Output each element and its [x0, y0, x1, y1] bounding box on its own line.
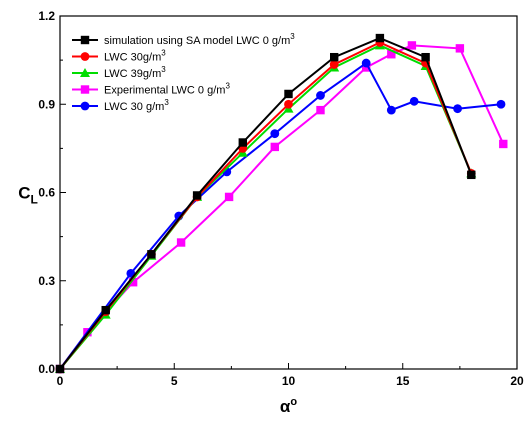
legend-marker: [80, 101, 90, 111]
data-point: [55, 364, 65, 374]
legend-entry: LWC 30 g/m3: [72, 98, 169, 113]
legend: simulation using SA model LWC 0 g/m3LWC …: [72, 32, 295, 113]
legend-entry: Experimental LWC 0 g/m3: [72, 82, 230, 97]
plot-area: [55, 15, 518, 374]
legend-label-main: LWC 39g/m: [104, 68, 161, 80]
y-tick-label: 0.0: [38, 362, 55, 376]
data-point: [361, 63, 371, 72]
legend-marker: [80, 35, 90, 45]
data-point: [270, 129, 280, 139]
data-point: [284, 99, 293, 109]
data-point: [329, 60, 339, 69]
legend-entry: LWC 39g/m3: [72, 65, 166, 80]
y-tick-label: 0.3: [38, 274, 55, 288]
data-point: [421, 52, 430, 62]
legend-label: LWC 30 g/m3: [104, 98, 169, 113]
data-point: [387, 50, 396, 59]
data-point: [128, 278, 138, 287]
data-point: [361, 58, 371, 68]
data-point: [176, 238, 186, 247]
data-point: [270, 142, 279, 152]
data-point: [407, 41, 417, 50]
legend-label-sup: 3: [161, 65, 166, 74]
x-tick-label: 10: [282, 374, 296, 388]
x-axis-label-main: α: [280, 397, 291, 416]
legend-label-sup: 3: [161, 49, 166, 58]
series-layer: [55, 33, 508, 374]
data-point: [496, 99, 506, 109]
data-point: [284, 89, 293, 99]
y-axis-label-sub: L: [30, 193, 37, 207]
legend-marker: [80, 68, 90, 77]
legend-label-main: LWC 30 g/m: [104, 101, 164, 113]
legend-label: LWC 30g/m3: [104, 49, 166, 64]
y-tick-label: 0.9: [38, 97, 55, 111]
axis-ticks: [59, 15, 518, 370]
data-point: [238, 138, 247, 147]
x-axis-label: αo: [280, 396, 297, 416]
data-point: [101, 305, 110, 315]
x-tick-label: 15: [396, 374, 410, 388]
series-line: [59, 37, 473, 370]
y-axis-label-main: C: [18, 184, 30, 203]
data-point: [386, 105, 396, 115]
legend-entry: LWC 30g/m3: [72, 49, 166, 64]
data-point: [499, 139, 508, 149]
y-axis-label: CL: [18, 184, 38, 207]
legend-label-sup: 3: [164, 98, 169, 107]
legend-label-main: Experimental LWC 0 g/m: [104, 85, 225, 97]
legend-label-sup: 3: [225, 82, 230, 91]
x-tick-label: 0: [57, 374, 64, 388]
legend-label: Experimental LWC 0 g/m3: [104, 82, 230, 97]
x-axis-label-sup: o: [290, 396, 297, 408]
legend-label: simulation using SA model LWC 0 g/m3: [104, 32, 295, 47]
legend-marker: [80, 52, 90, 61]
data-point: [453, 104, 462, 114]
series-0: [55, 33, 476, 374]
data-point: [147, 250, 156, 259]
legend-label-main: LWC 30g/m: [104, 52, 161, 64]
x-tick-label: 20: [510, 374, 524, 388]
data-point: [330, 52, 339, 62]
series-line: [59, 44, 473, 370]
legend-marker: [80, 85, 90, 94]
legend-entry: simulation using SA model LWC 0 g/m3: [72, 32, 295, 47]
data-point: [375, 33, 385, 43]
data-point: [316, 91, 325, 100]
axis-titles: αo CL: [18, 184, 297, 417]
data-point: [316, 105, 325, 115]
data-point: [467, 170, 476, 180]
data-point: [409, 96, 419, 106]
legend-label-main: simulation using SA model LWC 0 g/m: [104, 35, 290, 47]
data-point: [455, 44, 465, 53]
y-tick-label: 0.6: [38, 186, 55, 200]
x-tick-label: 5: [171, 374, 178, 388]
data-point: [224, 192, 234, 202]
data-point: [192, 191, 202, 200]
tick-labels: 0 5 10 15 20 0.0 0.3 0.6 0.9 1.2: [38, 9, 524, 388]
legend-label-sup: 3: [290, 32, 295, 41]
y-tick-label: 1.2: [38, 9, 55, 23]
legend-label: LWC 39g/m3: [104, 65, 166, 80]
